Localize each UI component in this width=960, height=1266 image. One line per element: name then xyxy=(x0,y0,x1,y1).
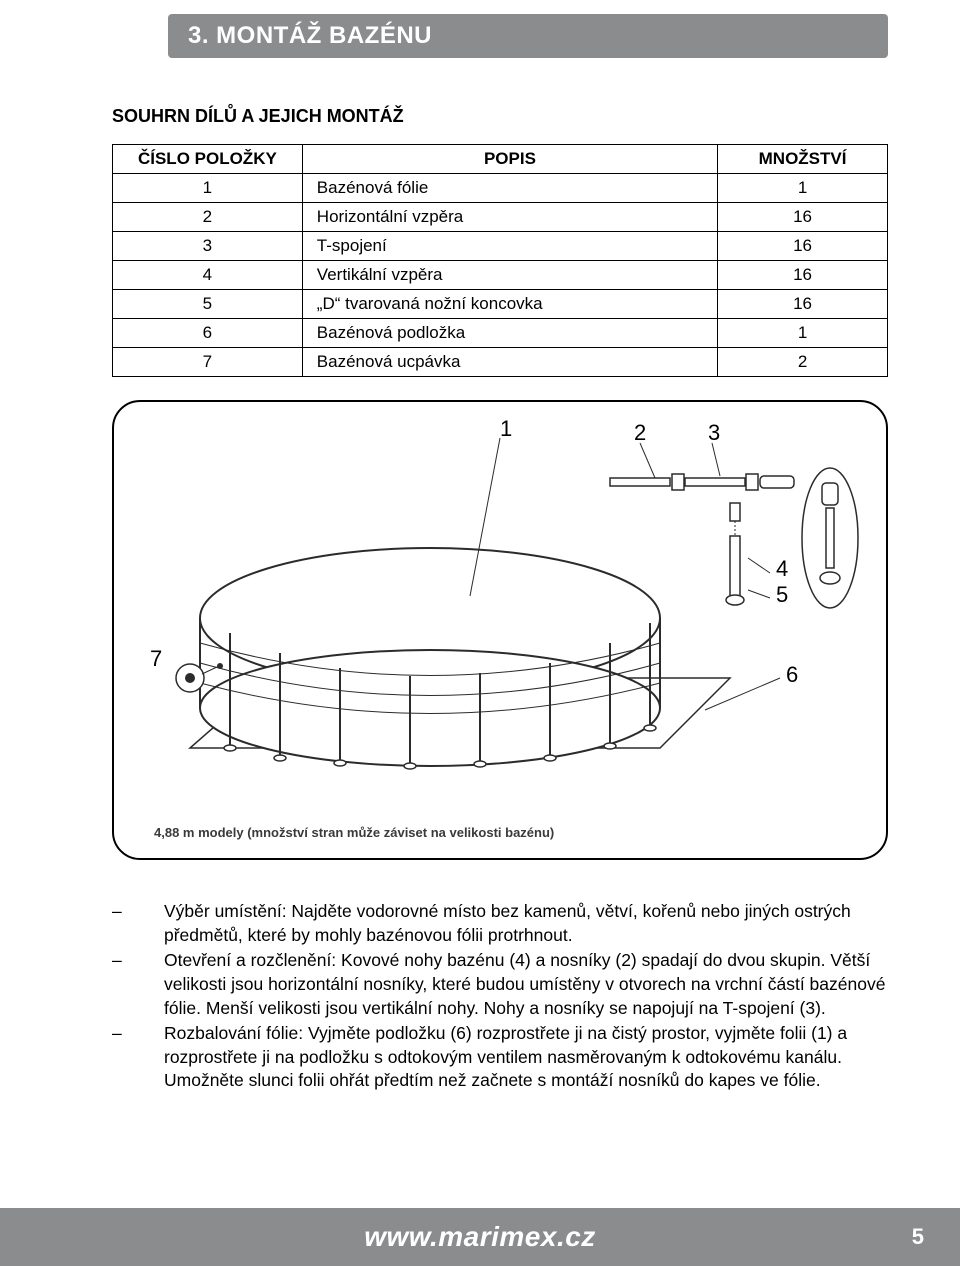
col-header-desc: POPIS xyxy=(302,145,717,174)
cell-desc: Horizontální vzpěra xyxy=(302,203,717,232)
list-item: –Otevření a rozčlenění: Kovové nohy bazé… xyxy=(112,949,888,1020)
page: 3. MONTÁŽ BAZÉNU SOUHRN DÍLŮ A JEJICH MO… xyxy=(0,0,960,1266)
cell-desc: Bazénová ucpávka xyxy=(302,348,717,377)
list-item: –Rozbalování fólie: Vyjměte podložku (6)… xyxy=(112,1022,888,1093)
col-header-qty: MNOŽSTVÍ xyxy=(718,145,888,174)
table-row: 3T-spojení16 xyxy=(113,232,888,261)
table-row: 6Bazénová podložka1 xyxy=(113,319,888,348)
diagram-label-2: 2 xyxy=(634,420,646,445)
cell-qty: 2 xyxy=(718,348,888,377)
cell-desc: T-spojení xyxy=(302,232,717,261)
bullet-text: Otevření a rozčlenění: Kovové nohy bazén… xyxy=(164,949,888,1020)
bullet-text: Výběr umístění: Najděte vodorovné místo … xyxy=(164,900,888,947)
bullet-text: Rozbalování fólie: Vyjměte podložku (6) … xyxy=(164,1022,888,1093)
cell-qty: 16 xyxy=(718,203,888,232)
diagram-label-6: 6 xyxy=(786,662,798,687)
col-header-number: ČÍSLO POLOŽKY xyxy=(113,145,303,174)
cell-number: 3 xyxy=(113,232,303,261)
cell-desc: Bazénová podložka xyxy=(302,319,717,348)
diagram-caption: 4,88 m modely (množství stran může závis… xyxy=(154,825,554,840)
footer-page-number: 5 xyxy=(912,1224,924,1250)
cell-number: 4 xyxy=(113,261,303,290)
cell-qty: 16 xyxy=(718,232,888,261)
list-item: –Výběr umístění: Najděte vodorovné místo… xyxy=(112,900,888,947)
cell-qty: 16 xyxy=(718,290,888,319)
table-header-row: ČÍSLO POLOŽKY POPIS MNOŽSTVÍ xyxy=(113,145,888,174)
section-title-bar: 3. MONTÁŽ BAZÉNU xyxy=(168,14,888,58)
leader-3 xyxy=(712,443,720,476)
instruction-list: –Výběr umístění: Najděte vodorovné místo… xyxy=(112,900,888,1095)
table-row: 7Bazénová ucpávka2 xyxy=(113,348,888,377)
bullet-dash: – xyxy=(112,949,164,1020)
cell-qty: 16 xyxy=(718,261,888,290)
cell-number: 6 xyxy=(113,319,303,348)
leader-4 xyxy=(748,558,770,573)
table-row: 4Vertikální vzpěra16 xyxy=(113,261,888,290)
parts-table: ČÍSLO POLOŽKY POPIS MNOŽSTVÍ 1Bazénová f… xyxy=(112,144,888,377)
cell-desc: Bazénová fólie xyxy=(302,174,717,203)
diagram-label-4: 4 xyxy=(776,556,788,581)
cell-desc: „D“ tvarovaná nožní koncovka xyxy=(302,290,717,319)
diagram-label-5: 5 xyxy=(776,582,788,607)
section-subtitle: SOUHRN DÍLŮ A JEJICH MONTÁŽ xyxy=(112,106,404,127)
diagram-label-7: 7 xyxy=(150,646,162,671)
cell-number: 7 xyxy=(113,348,303,377)
plug-detail-dot xyxy=(185,673,195,683)
section-title: 3. MONTÁŽ BAZÉNU xyxy=(188,22,432,50)
cell-number: 5 xyxy=(113,290,303,319)
cell-number: 1 xyxy=(113,174,303,203)
plug-leader xyxy=(202,667,217,674)
pool-base xyxy=(200,650,660,766)
cell-qty: 1 xyxy=(718,319,888,348)
bullet-dash: – xyxy=(112,900,164,947)
footer-url: www.marimex.cz xyxy=(364,1221,596,1253)
bullet-dash: – xyxy=(112,1022,164,1093)
page-footer: www.marimex.cz 5 xyxy=(0,1208,960,1266)
leader-5 xyxy=(748,590,770,598)
table-row: 1Bazénová fólie1 xyxy=(113,174,888,203)
cell-desc: Vertikální vzpěra xyxy=(302,261,717,290)
detail-vertical-strut xyxy=(726,503,744,605)
plug-on-pool xyxy=(217,663,223,669)
diagram-container: 1 2 3 4 5 6 7 4,88 m modely (množství st… xyxy=(112,400,888,860)
table-row: 5„D“ tvarovaná nožní koncovka16 xyxy=(113,290,888,319)
diagram-label-3: 3 xyxy=(708,420,720,445)
cell-qty: 1 xyxy=(718,174,888,203)
cell-number: 2 xyxy=(113,203,303,232)
table-row: 2Horizontální vzpěra16 xyxy=(113,203,888,232)
detail-top-struts xyxy=(610,474,794,490)
pool-diagram: 1 2 3 4 5 6 7 xyxy=(130,418,874,798)
diagram-label-1: 1 xyxy=(500,418,512,441)
leader-2 xyxy=(640,443,655,478)
